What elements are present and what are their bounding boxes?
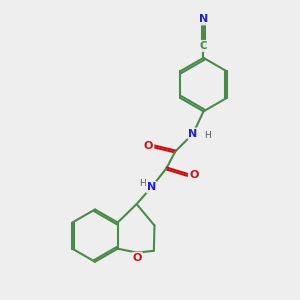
Text: N: N <box>188 129 198 139</box>
Text: N: N <box>199 14 208 24</box>
Text: O: O <box>144 141 153 151</box>
Text: N: N <box>147 182 156 192</box>
Text: C: C <box>200 41 207 51</box>
Text: O: O <box>133 253 142 263</box>
Text: O: O <box>189 170 198 180</box>
Text: H: H <box>204 130 211 140</box>
Text: H: H <box>139 179 146 188</box>
